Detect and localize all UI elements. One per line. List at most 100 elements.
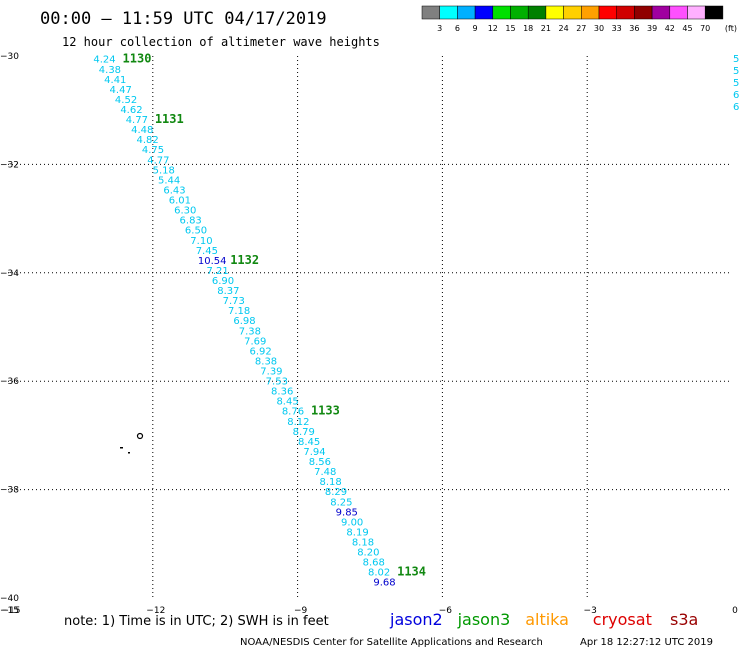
wave-height-label: 4.62 bbox=[120, 105, 142, 116]
wave-height-label: 6.98 bbox=[233, 316, 255, 327]
island-mark bbox=[128, 452, 130, 454]
wave-height-label: 8.36 bbox=[271, 387, 293, 398]
satellite-legend: jason2 jason3 altika cryosat s3a bbox=[389, 610, 698, 629]
legend-swatch bbox=[704, 5, 724, 20]
wave-height-label: 7.21 bbox=[206, 266, 228, 277]
wave-height-label: 7.10 bbox=[190, 236, 212, 247]
y-tick-label: −38 bbox=[0, 486, 19, 496]
x-tick-label: −3 bbox=[584, 606, 597, 616]
legend-label: 30 bbox=[594, 24, 604, 33]
y-tick-label: −36 bbox=[0, 377, 19, 387]
wave-height-label: 8.02 bbox=[368, 568, 390, 579]
satellite-label: cryosat bbox=[593, 610, 652, 629]
credit-text: NOAA/NESDIS Center for Satellite Applica… bbox=[240, 637, 543, 648]
edge-value-label: 6 bbox=[733, 90, 739, 101]
wave-height-label: 8.38 bbox=[255, 356, 277, 367]
legend-label: 9 bbox=[473, 24, 478, 33]
wave-height-label: 6.01 bbox=[169, 196, 191, 207]
chart-subtitle: 12 hour collection of altimeter wave hei… bbox=[62, 35, 380, 49]
wave-height-label: 4.48 bbox=[131, 125, 153, 136]
x-tick-label: −15 bbox=[2, 606, 21, 616]
wave-height-label: 7.53 bbox=[266, 377, 288, 388]
edge-value-label: 6 bbox=[733, 102, 739, 113]
legend-swatch bbox=[474, 5, 494, 20]
legend-swatch bbox=[598, 5, 617, 20]
time-label: 1131 bbox=[155, 112, 184, 126]
wave-height-label: 4.24 bbox=[93, 55, 115, 66]
wave-height-label: 8.29 bbox=[325, 487, 347, 498]
x-tick-label: −6 bbox=[439, 606, 453, 616]
x-tick-label: 0 bbox=[732, 606, 738, 616]
legend-swatch bbox=[651, 5, 671, 20]
axis-ticks: −15 −12 −9 −6 −3 0−30−32−34−36−38−40−15 bbox=[0, 52, 738, 616]
wave-height-label: 4.41 bbox=[104, 75, 126, 86]
legend-swatch bbox=[527, 5, 547, 20]
legend-label: 33 bbox=[612, 24, 622, 33]
legend-label: 24 bbox=[559, 24, 569, 33]
time-label: 1134 bbox=[397, 565, 426, 579]
chart-title: 00:00 – 11:59 UTC 04/17/2019 bbox=[40, 9, 327, 29]
wave-height-label: 7.38 bbox=[239, 326, 261, 337]
legend-label: 15 bbox=[505, 24, 515, 33]
legend-swatch bbox=[510, 5, 529, 20]
island-mark bbox=[136, 432, 144, 440]
wave-height-label: 5.18 bbox=[153, 165, 175, 176]
y-tick-label: −32 bbox=[0, 160, 19, 170]
legend-swatch bbox=[563, 5, 582, 20]
legend-swatch bbox=[457, 5, 476, 20]
legend-label: 12 bbox=[488, 24, 498, 33]
legend-unit: (ft) bbox=[725, 24, 737, 33]
edge-value-label: 5. bbox=[733, 54, 740, 65]
legend-swatch bbox=[439, 5, 458, 20]
wave-height-label: 9.00 bbox=[341, 517, 363, 528]
wave-height-label: 8.45 bbox=[298, 437, 320, 448]
legend-swatch bbox=[492, 5, 511, 20]
time-label: 1133 bbox=[311, 404, 340, 418]
wave-height-label: 10.54 bbox=[198, 256, 227, 267]
wave-height-label: 9.85 bbox=[336, 507, 358, 518]
wave-height-label: 6.30 bbox=[174, 206, 196, 217]
wave-height-label: 4.38 bbox=[99, 65, 121, 76]
x-tick-label: −12 bbox=[146, 606, 165, 616]
legend-swatch bbox=[669, 5, 688, 20]
wave-height-label: 8.56 bbox=[309, 457, 331, 468]
y-tick-label: −30 bbox=[0, 52, 19, 62]
wave-height-label: 7.94 bbox=[303, 447, 325, 458]
satellite-label: jason3 bbox=[457, 610, 511, 629]
altimeter-track: 4.244.384.414.474.524.624.774.484.824.75… bbox=[93, 52, 426, 589]
x-tick-label: −9 bbox=[294, 606, 308, 616]
satellite-label: s3a bbox=[670, 610, 698, 629]
wave-height-label: 6.92 bbox=[250, 346, 272, 357]
wave-height-label: 4.47 bbox=[110, 85, 132, 96]
wave-height-label: 7.48 bbox=[314, 467, 336, 478]
edge-value-label: 5 bbox=[733, 78, 739, 89]
wave-height-label: 8.18 bbox=[352, 538, 374, 549]
wave-height-label: 8.37 bbox=[217, 286, 239, 297]
wave-height-label: 7.39 bbox=[260, 367, 282, 378]
wave-height-label: 5.44 bbox=[158, 175, 180, 186]
wave-height-label: 4.82 bbox=[136, 135, 158, 146]
wave-height-label: 4.77 bbox=[147, 155, 169, 166]
legend-label: 3 bbox=[437, 24, 442, 33]
y-tick-label: −40 bbox=[0, 594, 19, 604]
grid bbox=[8, 56, 732, 598]
legend-label: 27 bbox=[576, 24, 586, 33]
wave-height-label: 8.68 bbox=[363, 558, 385, 569]
legend-label: 42 bbox=[665, 24, 675, 33]
wave-height-label: 4.52 bbox=[115, 95, 137, 106]
legend-label: 39 bbox=[647, 24, 657, 33]
wave-height-label: 8.79 bbox=[293, 427, 315, 438]
legend-swatch bbox=[687, 5, 706, 20]
legend-label: 70 bbox=[700, 24, 710, 33]
wave-height-label: 8.19 bbox=[346, 527, 368, 538]
legend-label: 6 bbox=[455, 24, 460, 33]
timestamp-text: Apr 18 12:27:12 UTC 2019 bbox=[580, 637, 713, 648]
island-outline bbox=[120, 432, 144, 454]
wave-height-label: 6.90 bbox=[212, 276, 234, 287]
wave-height-label: 7.45 bbox=[196, 246, 218, 257]
wave-height-label: 6.50 bbox=[185, 226, 207, 237]
legend-label: 21 bbox=[541, 24, 551, 33]
wave-height-label: 6.83 bbox=[180, 216, 202, 227]
